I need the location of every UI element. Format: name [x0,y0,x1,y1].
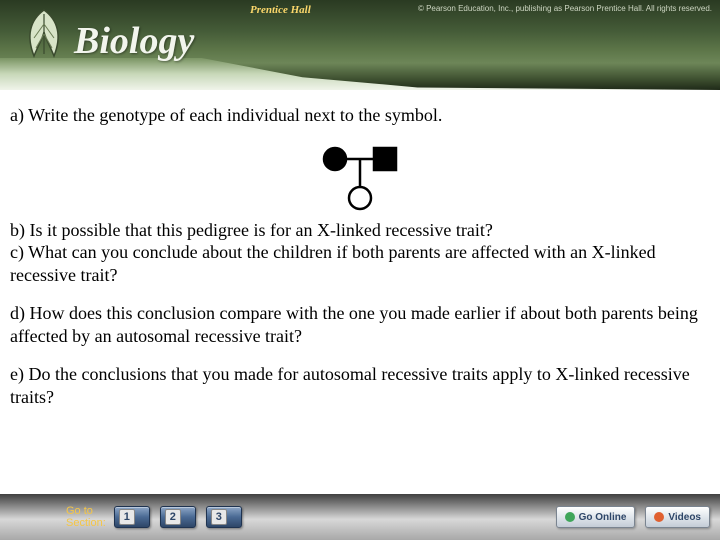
question-c: c) What can you conclude about the child… [10,241,710,286]
globe-icon [565,512,575,522]
goto-label-text: Go to Section: [66,505,106,529]
nav-button-1[interactable]: 1 [114,506,150,528]
nav-num-3: 3 [211,509,227,525]
content-area: a) Write the genotype of each individual… [0,104,720,424]
pedigree-diagram [10,143,710,213]
affected-female-icon [324,148,346,170]
videos-label: Videos [668,512,701,523]
logo: Biology [20,6,194,64]
footer-bar: Go to Section: 1 2 3 Go Online Videos [0,494,720,540]
nav-num-2: 2 [165,509,181,525]
brand-subtitle: Prentice Hall [250,4,311,16]
copyright-text: © Pearson Education, Inc., publishing as… [418,4,712,13]
unaffected-female-icon [349,187,371,209]
affected-male-icon [374,148,396,170]
question-b: b) Is it possible that this pedigree is … [10,219,710,242]
question-d: d) How does this conclusion compare with… [10,302,710,347]
brand-title: Biology [74,19,194,63]
videos-button[interactable]: Videos [645,506,710,528]
question-a: a) Write the genotype of each individual… [10,104,710,127]
goto-label: Go to Section: [66,505,106,529]
nav-button-3[interactable]: 3 [206,506,242,528]
go-online-button[interactable]: Go Online [556,506,636,528]
play-icon [654,512,664,522]
question-e: e) Do the conclusions that you made for … [10,363,710,408]
go-online-label: Go Online [579,512,627,523]
header-bar: © Pearson Education, Inc., publishing as… [0,0,720,90]
nav-num-1: 1 [119,509,135,525]
nav-button-2[interactable]: 2 [160,506,196,528]
leaf-icon [20,6,68,64]
